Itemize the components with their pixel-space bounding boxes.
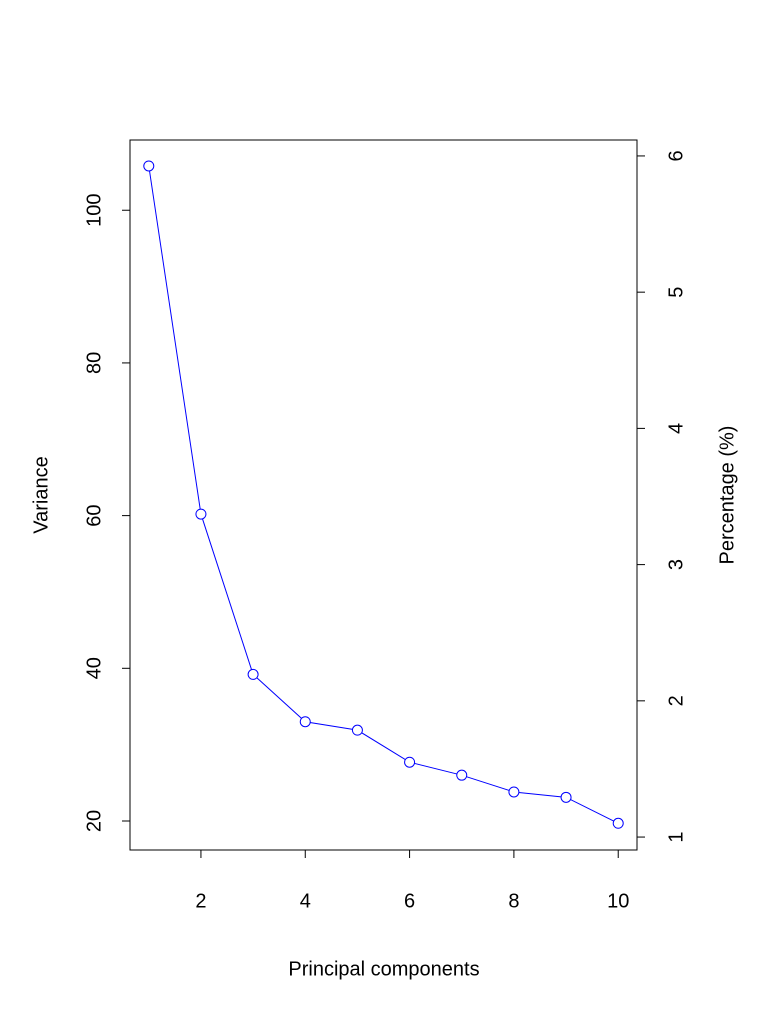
x-tick-label: 2 [195,890,206,912]
x-axis-label: Principal components [288,958,479,980]
point [612,817,624,829]
y2-tick-label: 1 [665,831,687,842]
y-tick-label: 80 [83,352,105,374]
y2-tick-label: 5 [665,287,687,298]
point [351,724,363,736]
point [404,756,416,768]
y-tick-label: 100 [83,194,105,227]
x-tick-label: 10 [607,890,629,912]
point [195,508,207,520]
y-tick-label: 60 [83,504,105,526]
y-tick-label: 20 [83,810,105,832]
point [456,769,468,781]
point [560,791,572,803]
x-tick-label: 4 [300,890,311,912]
point [247,668,259,680]
y-axis-label: Variance [30,456,52,533]
x-tick-label: 6 [404,890,415,912]
point [143,160,155,172]
y-tick-label: 40 [83,657,105,679]
y2-axis-label: Percentage (%) [716,426,738,565]
point [508,786,520,798]
y2-tick-label: 4 [665,423,687,434]
plot-frame [129,139,638,851]
x-tick-label: 8 [508,890,519,912]
y2-tick-label: 2 [665,695,687,706]
point [299,716,311,728]
y2-tick-label: 6 [665,150,687,161]
series-line [148,165,619,824]
y2-tick-label: 3 [665,559,687,570]
